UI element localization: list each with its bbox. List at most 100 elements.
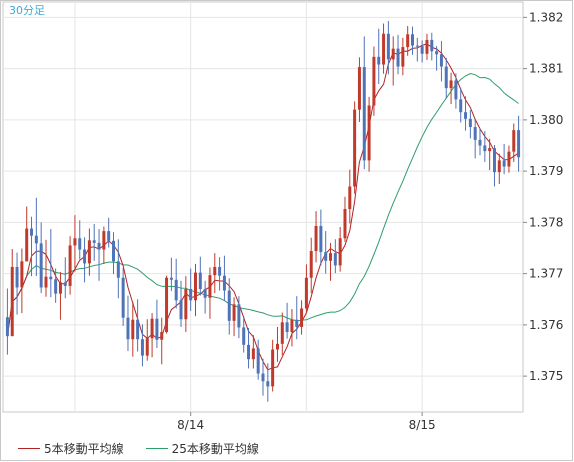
candle (107, 217, 111, 248)
candle (275, 326, 279, 362)
candle (449, 72, 453, 104)
candle (97, 229, 101, 281)
ma25-label: 25本移動平均線 (171, 441, 259, 456)
candle (232, 297, 236, 337)
y-tick-label: 1.377 (529, 267, 563, 281)
candle (396, 34, 400, 75)
candle (92, 223, 96, 261)
candle (237, 296, 241, 339)
candle (401, 37, 405, 76)
candle (208, 267, 212, 319)
candle (454, 73, 458, 109)
candle (319, 209, 323, 266)
candle (256, 339, 260, 380)
candle (464, 96, 468, 131)
candle (58, 272, 62, 320)
candle (444, 57, 448, 99)
candle (78, 220, 82, 260)
candle (324, 231, 328, 274)
candle (512, 123, 516, 162)
candle (329, 242, 333, 281)
candle (333, 239, 337, 274)
legend-item-ma25: 25本移動平均線 (145, 440, 259, 457)
candle (189, 268, 193, 312)
candle (247, 327, 251, 369)
candle (87, 228, 91, 276)
candle (83, 237, 87, 283)
candle (353, 101, 357, 194)
candle (169, 257, 173, 292)
x-axis-ticks: 8/14 8/15 (177, 412, 436, 432)
grid-lines (3, 2, 523, 412)
candle (473, 118, 477, 159)
candle (242, 316, 246, 353)
y-tick-label: 1.381 (529, 62, 563, 76)
candle (285, 302, 289, 339)
candle (492, 144, 496, 187)
candle (140, 324, 144, 367)
candle (304, 264, 308, 314)
candle (517, 115, 521, 172)
candle (160, 317, 164, 365)
candle (382, 23, 386, 74)
candle (73, 215, 77, 272)
y-tick-label: 1.378 (529, 215, 563, 229)
candle (309, 237, 313, 294)
candle (502, 143, 506, 175)
candle (150, 313, 154, 358)
candle (420, 40, 424, 63)
y-tick-label: 1.379 (529, 164, 563, 178)
candle (165, 275, 169, 334)
y-axis-ticks: 1.375 1.376 1.377 1.378 1.379 1.380 1.381 1.382 (523, 10, 563, 383)
candle (68, 236, 72, 295)
candle (34, 197, 38, 277)
candle (222, 255, 226, 301)
candle (218, 257, 222, 291)
candle (430, 32, 434, 61)
candle (415, 37, 419, 62)
candle (184, 276, 188, 333)
candle (49, 229, 53, 298)
candle (362, 36, 366, 170)
candle (478, 128, 482, 156)
candle (300, 300, 304, 335)
candle (20, 248, 24, 314)
candle (155, 299, 159, 348)
plot-area (2, 1, 524, 413)
candle (39, 222, 43, 294)
candle (126, 295, 130, 352)
candle (227, 278, 231, 335)
y-tick-label: 1.382 (529, 10, 563, 24)
candle (44, 239, 48, 297)
y-tick-label: 1.380 (529, 113, 563, 127)
candle (348, 169, 352, 224)
candle (372, 46, 376, 116)
candle (198, 256, 202, 296)
ma5-label: 5本移動平均線 (44, 441, 124, 456)
candle (338, 226, 342, 272)
candle (193, 263, 197, 317)
candle (280, 312, 284, 356)
candle (271, 339, 275, 392)
candle (116, 239, 120, 299)
candle (251, 335, 255, 369)
ma25-line (6, 72, 519, 337)
candle (435, 46, 439, 71)
candle (468, 110, 472, 139)
candle (174, 258, 178, 309)
candle (357, 57, 361, 122)
candle (425, 33, 429, 60)
candle (131, 301, 135, 357)
legend: 5本移動平均線 25本移動平均線 (18, 439, 281, 457)
timeframe-label: 30分足 (9, 4, 45, 17)
candle (367, 96, 371, 172)
candle (391, 36, 395, 86)
candle (15, 252, 19, 315)
candle (136, 299, 140, 352)
ma5-swatch (18, 447, 40, 449)
candle (145, 319, 149, 361)
candle (203, 280, 207, 314)
candle (10, 249, 14, 337)
ma25-swatch (145, 447, 168, 449)
